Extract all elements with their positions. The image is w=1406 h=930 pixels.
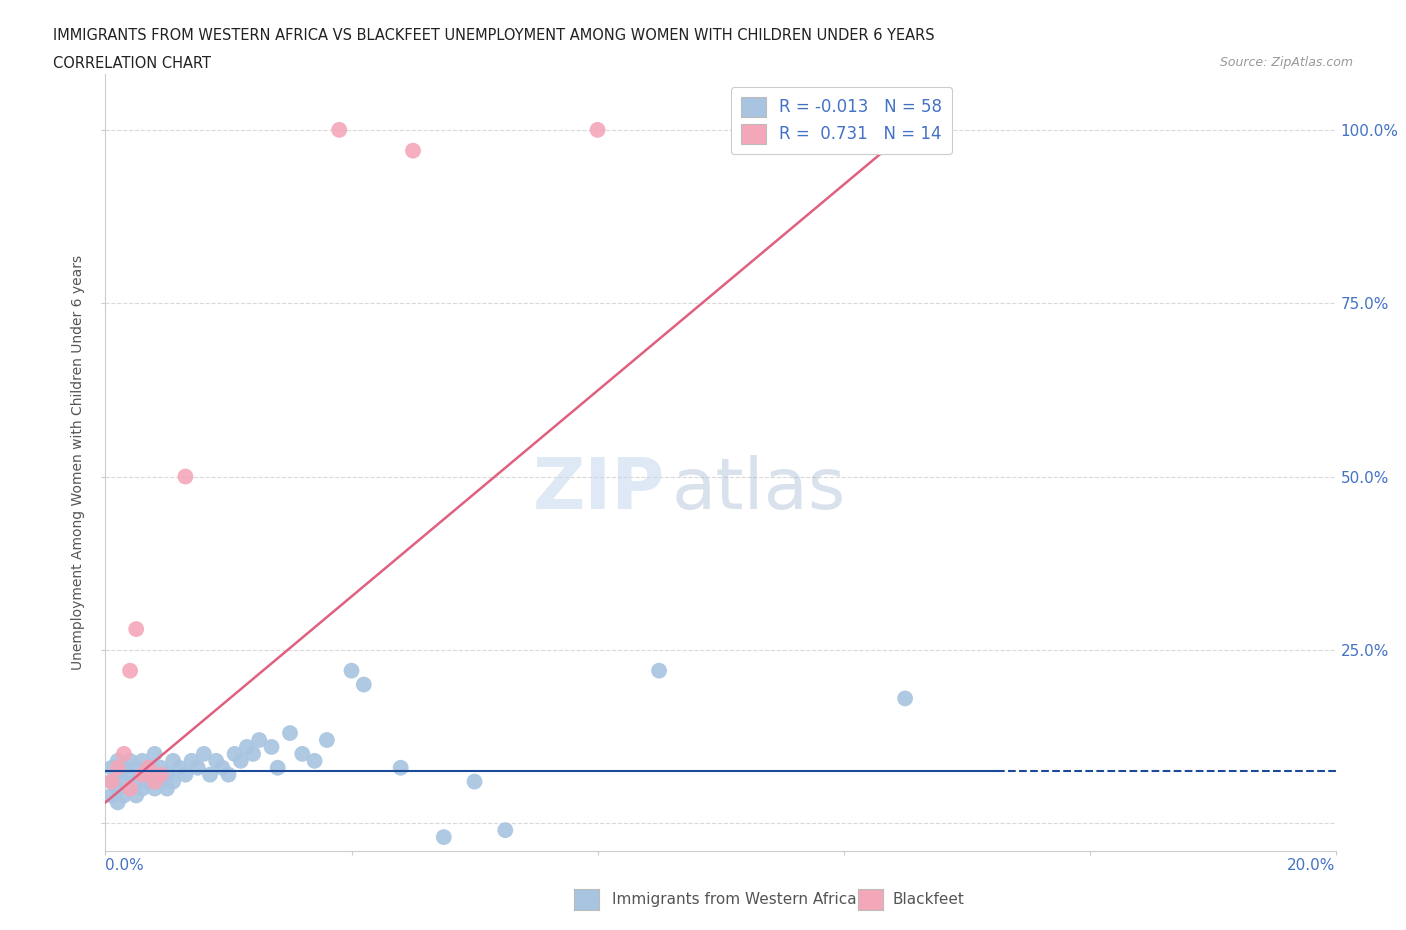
Point: [138, 761, 160, 776]
Point: [125, 774, 148, 789]
Point: [120, 753, 141, 768]
Point: [100, 774, 122, 789]
Text: Source: ZipAtlas.com: Source: ZipAtlas.com: [1219, 56, 1353, 69]
Point: [304, 753, 326, 768]
Point: [174, 469, 197, 484]
Point: [224, 747, 246, 762]
Point: [131, 767, 153, 782]
Point: [247, 733, 270, 748]
Point: [125, 788, 148, 803]
Point: [100, 761, 122, 776]
Text: 0.0%: 0.0%: [105, 857, 145, 873]
Point: [218, 767, 240, 782]
Point: [315, 733, 337, 748]
Point: [107, 795, 129, 810]
Point: [149, 767, 172, 782]
Text: ZIP: ZIP: [533, 456, 665, 525]
Point: [242, 747, 264, 762]
Text: CORRELATION CHART: CORRELATION CHART: [53, 56, 211, 71]
Point: [260, 739, 283, 754]
Point: [107, 761, 129, 776]
Point: [162, 753, 184, 768]
Point: [162, 774, 184, 789]
Point: [149, 761, 172, 776]
Point: [131, 767, 153, 782]
Point: [131, 753, 153, 768]
Point: [131, 781, 153, 796]
Point: [138, 774, 160, 789]
Point: [236, 739, 259, 754]
Text: IMMIGRANTS FROM WESTERN AFRICA VS BLACKFEET UNEMPLOYMENT AMONG WOMEN WITH CHILDR: IMMIGRANTS FROM WESTERN AFRICA VS BLACKF…: [53, 28, 935, 43]
Point: [174, 767, 197, 782]
Point: [464, 774, 486, 789]
Text: atlas: atlas: [672, 456, 846, 525]
Text: 20.0%: 20.0%: [1288, 857, 1336, 873]
Point: [125, 761, 148, 776]
Point: [198, 767, 221, 782]
Point: [100, 774, 122, 789]
Point: [402, 143, 425, 158]
Point: [278, 725, 301, 740]
Point: [586, 123, 609, 138]
Point: [169, 761, 191, 776]
Text: Blackfeet: Blackfeet: [893, 892, 965, 907]
Point: [143, 774, 166, 789]
Point: [125, 621, 148, 636]
Y-axis label: Unemployment Among Women with Children Under 6 years: Unemployment Among Women with Children U…: [72, 255, 86, 671]
Point: [120, 781, 141, 796]
Point: [112, 774, 135, 789]
Point: [156, 767, 179, 782]
Point: [112, 747, 135, 762]
Point: [143, 781, 166, 796]
Point: [340, 663, 363, 678]
Point: [648, 663, 671, 678]
Point: [120, 767, 141, 782]
Legend: R = -0.013   N = 58, R =  0.731   N = 14: R = -0.013 N = 58, R = 0.731 N = 14: [731, 86, 952, 154]
Point: [100, 788, 122, 803]
Point: [143, 747, 166, 762]
Point: [107, 767, 129, 782]
Point: [143, 767, 166, 782]
Point: [138, 761, 160, 776]
Point: [894, 691, 917, 706]
Point: [149, 774, 172, 789]
Point: [494, 823, 516, 838]
Point: [112, 761, 135, 776]
Point: [120, 781, 141, 796]
Point: [205, 753, 228, 768]
Point: [267, 761, 290, 776]
Point: [211, 761, 233, 776]
Point: [112, 788, 135, 803]
Point: [156, 781, 179, 796]
Point: [180, 753, 202, 768]
Point: [120, 663, 141, 678]
Point: [107, 753, 129, 768]
Text: Immigrants from Western Africa: Immigrants from Western Africa: [612, 892, 856, 907]
Point: [107, 781, 129, 796]
Point: [229, 753, 252, 768]
Point: [187, 761, 209, 776]
Point: [193, 747, 215, 762]
Point: [433, 830, 456, 844]
Point: [291, 747, 314, 762]
Point: [353, 677, 375, 692]
Point: [389, 761, 412, 776]
Point: [328, 123, 350, 138]
